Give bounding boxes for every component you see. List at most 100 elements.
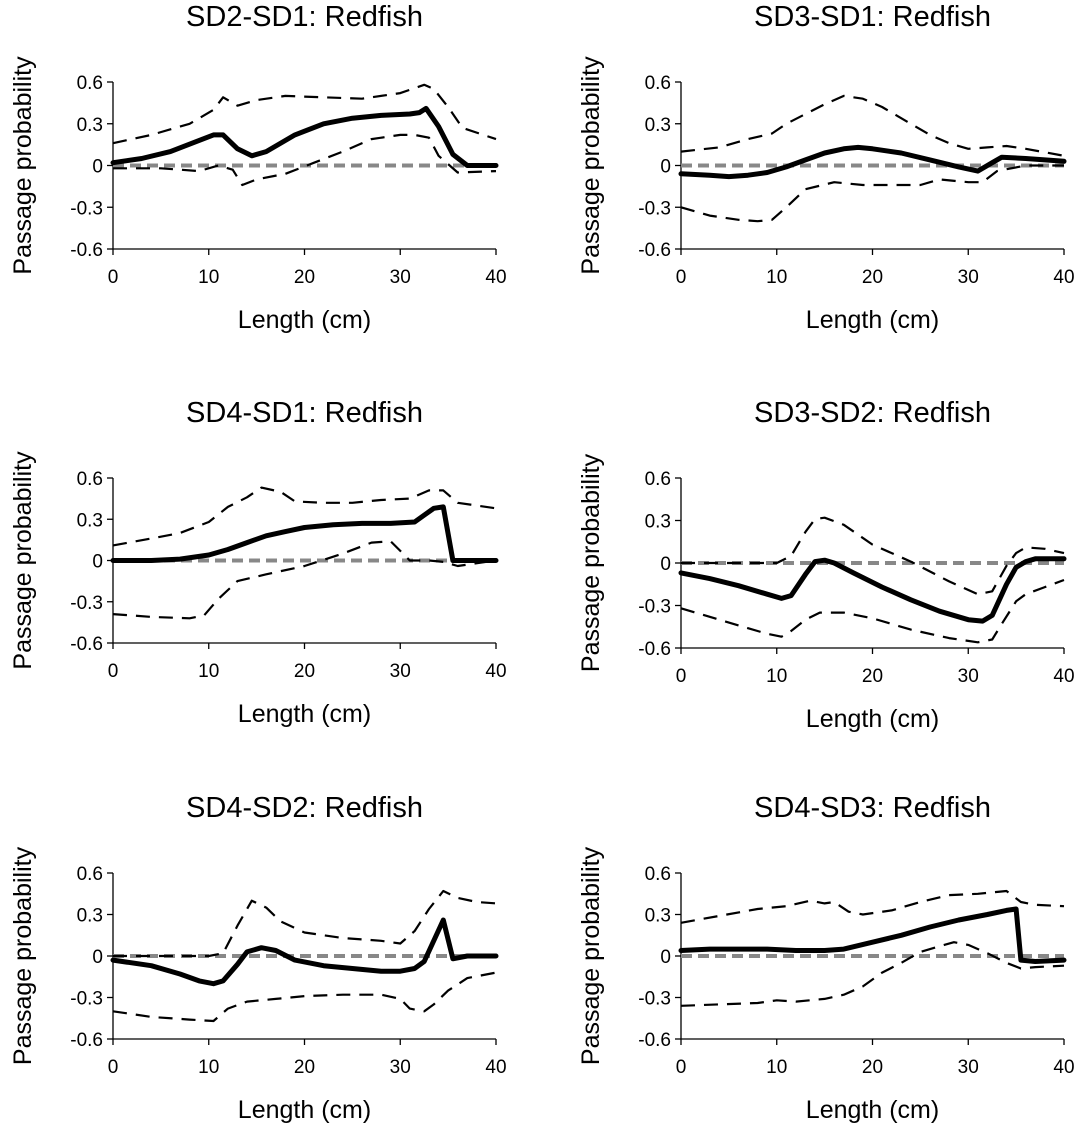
x-axis-title: Length (cm) [806, 306, 939, 334]
x-tick-label: 20 [294, 267, 315, 288]
y-axis-title: Passage probability [9, 451, 37, 670]
estimate-line [678, 556, 1067, 624]
lower-confidence-line [112, 540, 497, 620]
y-tick-label: -0.3 [70, 198, 103, 219]
x-tick-label: 30 [390, 267, 411, 288]
y-tick-label: 0.3 [645, 115, 671, 136]
y-tick-label: 0 [92, 947, 103, 968]
y-tick-label: -0.3 [638, 989, 671, 1010]
x-tick-label: 40 [485, 661, 506, 682]
y-tick-label: -0.3 [638, 198, 671, 219]
y-tick-label: 0.6 [77, 73, 103, 94]
x-tick-label: 40 [1053, 666, 1074, 687]
chart-title: SD4-SD2: Redfish [186, 792, 423, 824]
y-tick-label: 0 [660, 947, 671, 968]
y-tick-label: -0.6 [638, 639, 671, 660]
x-tick-label: 20 [862, 666, 883, 687]
y-tick-label: -0.6 [70, 240, 103, 261]
y-tick-label: 0.3 [645, 906, 671, 927]
estimate-line [110, 917, 499, 987]
y-tick-label: 0.6 [77, 469, 103, 490]
y-tick-label: 0.6 [645, 469, 671, 490]
x-tick-label: 30 [958, 666, 979, 687]
y-axis-title: Passage probability [577, 56, 605, 275]
x-tick-label: 30 [958, 1057, 979, 1078]
upper-confidence-line [112, 486, 497, 547]
chart-title: SD4-SD1: Redfish [186, 397, 423, 429]
x-tick-label: 0 [676, 267, 687, 288]
y-tick-label: 0.6 [645, 864, 671, 885]
lower-confidence-line [112, 971, 497, 1023]
upper-confidence-line [680, 889, 1065, 924]
x-tick-label: 40 [1053, 267, 1074, 288]
x-tick-label: 10 [766, 267, 787, 288]
x-tick-label: 40 [485, 267, 506, 288]
upper-confidence-line [681, 516, 1065, 596]
y-tick-label: 0 [660, 157, 671, 178]
x-axis-title: Length (cm) [238, 1096, 371, 1124]
estimate-line [110, 504, 499, 563]
lower-confidence-line [680, 941, 1065, 1007]
y-tick-label: 0.6 [77, 864, 103, 885]
x-tick-label: 10 [198, 267, 219, 288]
x-axis-title: Length (cm) [806, 705, 939, 733]
estimate-line [110, 105, 499, 168]
upper-confidence-line [680, 94, 1065, 157]
chart-title: SD3-SD2: Redfish [754, 397, 991, 429]
x-tick-label: 0 [108, 661, 119, 682]
chart-title: SD4-SD3: Redfish [754, 792, 991, 824]
estimate-line [678, 906, 1067, 964]
x-tick-label: 40 [1053, 1057, 1074, 1078]
x-tick-label: 20 [294, 661, 315, 682]
y-tick-label: 0.6 [645, 73, 671, 94]
y-tick-label: 0.3 [77, 115, 103, 136]
y-axis-title: Passage probability [577, 453, 605, 672]
y-tick-label: -0.3 [70, 989, 103, 1010]
x-tick-label: 20 [862, 267, 883, 288]
lower-confidence-line [680, 578, 1065, 644]
y-tick-label: -0.6 [638, 1030, 671, 1051]
y-tick-label: 0.3 [77, 906, 103, 927]
y-axis-title: Passage probability [9, 846, 37, 1065]
y-tick-label: -0.3 [70, 593, 103, 614]
y-tick-label: -0.6 [638, 240, 671, 261]
x-tick-label: 20 [294, 1057, 315, 1078]
y-tick-label: -0.6 [70, 1030, 103, 1051]
x-tick-label: 40 [485, 1057, 506, 1078]
x-tick-label: 0 [108, 267, 119, 288]
x-tick-label: 0 [676, 666, 687, 687]
x-tick-label: 10 [198, 661, 219, 682]
x-tick-label: 0 [108, 1057, 119, 1078]
x-axis-title: Length (cm) [238, 306, 371, 334]
lower-confidence-line [113, 133, 497, 187]
estimate-line [678, 144, 1067, 180]
chart-title: SD2-SD1: Redfish [186, 1, 423, 33]
chart-title: SD3-SD1: Redfish [754, 1, 991, 33]
y-tick-label: -0.6 [70, 634, 103, 655]
y-tick-label: 0.3 [77, 510, 103, 531]
lower-confidence-line [680, 164, 1064, 223]
x-axis-title: Length (cm) [238, 700, 371, 728]
x-tick-label: 30 [390, 661, 411, 682]
y-tick-label: 0 [92, 552, 103, 573]
x-axis-title: Length (cm) [806, 1096, 939, 1124]
x-tick-label: 30 [390, 1057, 411, 1078]
y-tick-label: 0.3 [645, 512, 671, 533]
upper-confidence-line [112, 83, 497, 145]
y-tick-label: 0 [92, 157, 103, 178]
x-tick-label: 30 [958, 267, 979, 288]
y-tick-label: -0.3 [638, 597, 671, 618]
y-tick-label: 0 [660, 554, 671, 575]
y-axis-title: Passage probability [9, 56, 37, 275]
x-tick-label: 20 [862, 1057, 883, 1078]
upper-confidence-line [113, 889, 497, 958]
y-axis-title: Passage probability [577, 846, 605, 1065]
x-tick-label: 10 [766, 666, 787, 687]
x-tick-label: 10 [766, 1057, 787, 1078]
